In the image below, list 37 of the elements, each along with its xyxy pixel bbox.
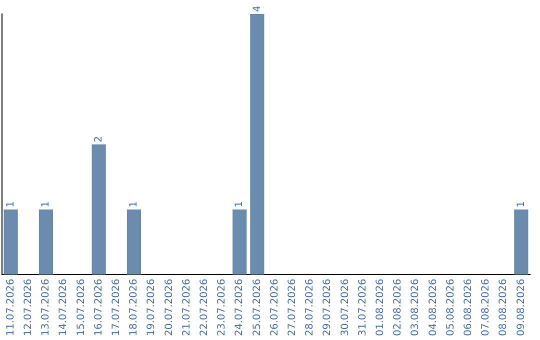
x-tick-label: 16.07.2026 (93, 278, 104, 336)
x-tick-label: 13.07.2026 (40, 278, 52, 336)
data-label: 2 (93, 136, 104, 142)
x-tick-label: 15.07.2026 (76, 278, 87, 336)
x-tick-label: 19.07.2026 (146, 278, 158, 336)
x-tick-label: 25.07.2026 (252, 278, 263, 336)
x-tick-label: 17.07.2026 (110, 278, 122, 336)
x-tick-label: 26.07.2026 (269, 278, 280, 336)
x-tick-label: 05.08.2026 (445, 278, 456, 336)
x-tick-label: 02.08.2026 (392, 278, 404, 336)
data-label: 4 (252, 6, 263, 12)
x-tick-label: 24.07.2026 (234, 278, 246, 336)
data-label: 1 (234, 201, 246, 208)
x-tick-label: 04.08.2026 (428, 278, 439, 336)
x-tick-label: 01.08.2026 (374, 278, 386, 336)
x-tick-label: 09.08.2026 (516, 278, 527, 336)
x-tick-label: 21.07.2026 (181, 278, 192, 336)
x-tick-label: 23.07.2026 (216, 278, 228, 336)
x-tick-label: 18.07.2026 (128, 278, 140, 336)
x-tick-label: 31.07.2026 (357, 278, 368, 336)
x-tick-label: 08.08.2026 (498, 278, 510, 336)
x-tick-label: 11.07.2026 (5, 278, 16, 336)
x-tick-label: 27.07.2026 (286, 278, 298, 336)
data-label: 1 (5, 201, 16, 208)
data-label: 1 (40, 201, 52, 208)
x-tick-label: 22.07.2026 (198, 278, 210, 336)
x-tick-label: 07.08.2026 (480, 278, 492, 336)
x-tick-label: 06.08.2026 (462, 278, 474, 336)
x-tick-label: 14.07.2026 (58, 278, 70, 336)
data-label: 1 (128, 201, 140, 208)
x-tick-label: 20.07.2026 (164, 278, 175, 336)
x-tick-label: 03.08.2026 (410, 278, 422, 336)
data-label: 1 (516, 201, 527, 208)
x-tick-label: 29.07.2026 (322, 278, 334, 336)
x-tick-label: 30.07.2026 (340, 278, 351, 336)
x-tick-label: 12.07.2026 (22, 278, 34, 336)
x-tick-label: 28.07.2026 (304, 278, 316, 336)
